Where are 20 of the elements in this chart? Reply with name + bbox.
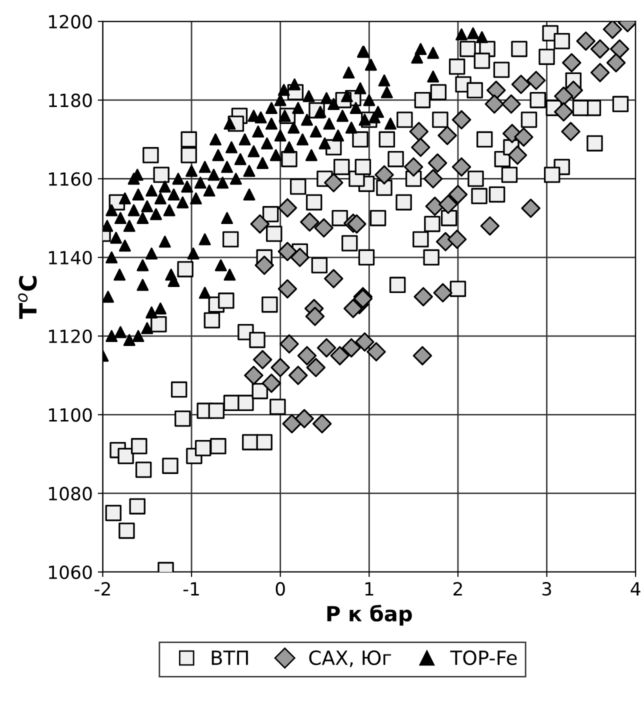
y-tick-label: 1180 xyxy=(49,94,92,108)
legend-label: САХ, Юг xyxy=(309,650,391,668)
y-tick-label: 1140 xyxy=(49,250,92,265)
x-tick-label: -2 xyxy=(94,582,110,596)
x-axis-title: P к бар xyxy=(327,604,412,626)
y-tick-label: 1100 xyxy=(49,408,92,422)
x-tick-label: 0 xyxy=(276,582,285,596)
y-axis-title: T$^{o}$C xyxy=(18,276,37,319)
x-tick-label: 4 xyxy=(630,582,640,596)
y-tick-label: 1080 xyxy=(49,486,92,500)
y-tick-label: 1160 xyxy=(49,172,92,186)
x-tick-label: 3 xyxy=(542,582,552,596)
legend-label: ВТП xyxy=(212,650,248,665)
y-tick-label: 1060 xyxy=(49,565,92,580)
x-tick-label: -1 xyxy=(183,582,199,596)
x-tick-label: 2 xyxy=(454,582,462,596)
x-tick-label: 1 xyxy=(365,582,374,596)
legend-label: TOP-Fe xyxy=(450,650,517,666)
y-tick-label: 1200 xyxy=(49,14,92,29)
y-tick-label: 1120 xyxy=(49,330,92,344)
